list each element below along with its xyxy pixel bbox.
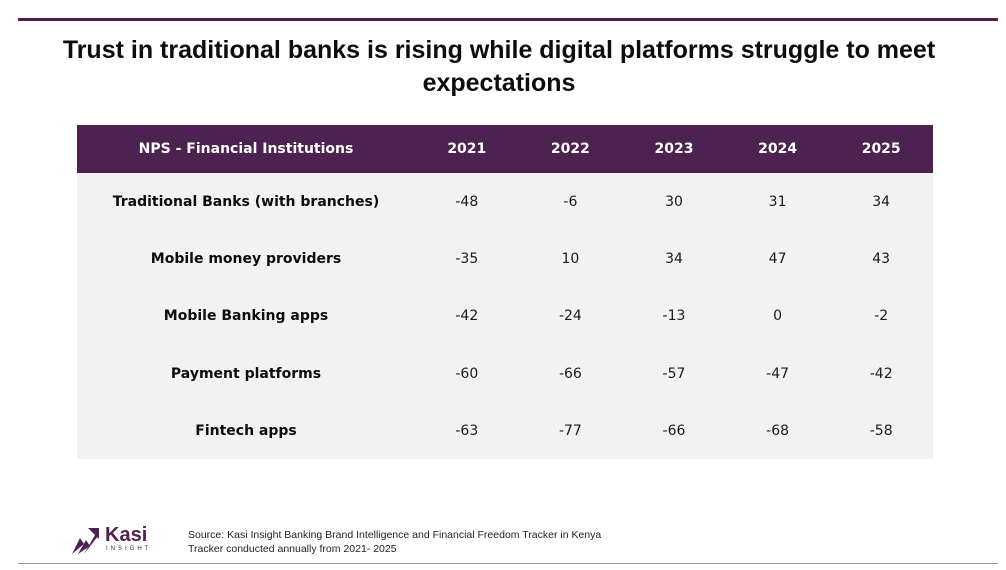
nps-value-cell: 0 — [725, 287, 830, 345]
nps-value-cell: -35 — [415, 230, 519, 288]
nps-value-cell: 43 — [829, 230, 933, 288]
source-line: Source: Kasi Insight Banking Brand Intel… — [188, 529, 602, 541]
nps-value-cell: 34 — [829, 173, 933, 231]
nps-value-cell: -66 — [622, 402, 726, 460]
nps-value-cell: 30 — [622, 173, 726, 231]
source-note: Source: Kasi Insight Banking Brand Intel… — [188, 528, 601, 556]
row-label: Payment platforms — [77, 344, 415, 403]
column-header: NPS - Financial Institutions — [77, 125, 415, 173]
nps-value-cell: -63 — [415, 402, 519, 460]
row-label: Fintech apps — [77, 402, 415, 460]
row-label: Mobile Banking apps — [77, 287, 415, 345]
nps-value-cell: -42 — [415, 287, 519, 345]
nps-value-cell: 10 — [518, 230, 623, 288]
nps-value-cell: 47 — [725, 230, 830, 288]
table-row: Traditional Banks (with branches) -48 -6 30… — [77, 173, 933, 231]
table-row: Mobile money providers -35 10 34 47 43 — [77, 230, 933, 288]
nps-value-cell: -47 — [725, 344, 830, 403]
logo-wordmark: Kasi — [105, 524, 148, 546]
top-rule — [18, 18, 998, 21]
nps-value-cell: -66 — [518, 344, 623, 403]
nps-value-cell: -2 — [829, 287, 933, 345]
nps-value-cell: -68 — [725, 402, 830, 460]
nps-value-cell: -57 — [622, 344, 726, 403]
nps-value-cell: -77 — [518, 402, 623, 460]
page-title: Trust in traditional banks is rising whi… — [62, 36, 936, 97]
logo-subtitle: INSIGHT — [106, 546, 152, 552]
nps-value-cell: -13 — [622, 287, 726, 345]
table-header-row: NPS - Financial Institutions 2021 2022 2… — [77, 125, 933, 173]
column-header: 2022 — [518, 125, 623, 173]
row-label: Traditional Banks (with branches) — [77, 173, 415, 231]
table-row: Payment platforms -60 -66 -57 -47 -42 — [77, 344, 933, 403]
table-row: Fintech apps -63 -77 -66 -68 -58 — [77, 402, 933, 460]
source-line: Tracker conducted annually from 2021- 20… — [188, 543, 397, 555]
nps-value-cell: -48 — [415, 173, 519, 231]
nps-value-cell: -60 — [415, 344, 519, 403]
kasi-logo: Kasi INSIGHT — [70, 524, 160, 558]
nps-table: NPS - Financial Institutions 2021 2022 2… — [77, 125, 933, 460]
table-row: Mobile Banking apps -42 -24 -13 0 -2 — [77, 287, 933, 345]
nps-value-cell: -24 — [518, 287, 623, 345]
column-header: 2021 — [415, 125, 519, 173]
nps-value-cell: 31 — [725, 173, 830, 231]
nps-value-cell: -42 — [829, 344, 933, 403]
row-label: Mobile money providers — [77, 230, 415, 288]
column-header: 2025 — [829, 125, 933, 173]
column-header: 2024 — [725, 125, 830, 173]
nps-value-cell: -58 — [829, 402, 933, 460]
table-body: Traditional Banks (with branches) -48 -6 30… — [77, 173, 933, 460]
bottom-rule — [18, 563, 998, 564]
nps-value-cell: 34 — [622, 230, 726, 288]
column-header: 2023 — [622, 125, 726, 173]
kasi-arrow-icon — [72, 528, 99, 554]
nps-value-cell: -6 — [518, 173, 623, 231]
